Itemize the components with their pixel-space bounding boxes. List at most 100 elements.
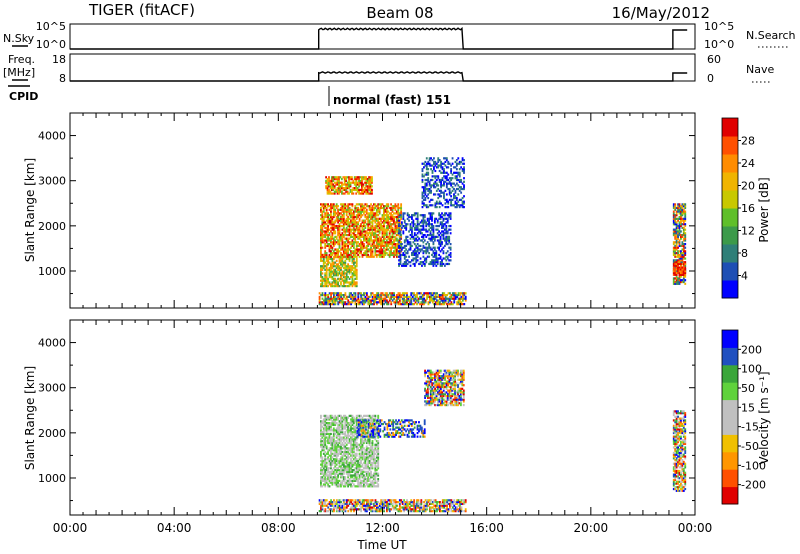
power-cell [341,261,344,264]
velocity-cell [335,449,338,452]
power-cell [329,187,332,190]
power-cell [327,239,329,242]
velocity-cell [388,508,391,511]
power-cell [395,252,398,255]
velocity-cell [342,438,345,441]
velocity-cell [383,502,385,506]
power-cell [345,239,348,242]
velocity-cell [457,508,460,511]
power-cell [426,297,428,300]
power-cell [334,301,337,304]
velocity-cell [361,501,364,504]
velocity-cell [451,501,454,504]
power-cell [398,215,400,219]
power-cell [444,295,447,299]
velocity-cell [321,436,324,439]
velocity-cell [373,502,375,506]
power-cell [458,205,461,209]
velocity-cell [335,459,338,463]
velocity-cell [414,506,417,509]
power-cell [344,263,347,266]
velocity-cell [368,508,371,511]
power-cell [431,253,433,257]
velocity-cell [341,461,344,464]
power-cell [328,183,330,186]
power-cell [355,223,358,226]
power-cell [344,230,347,233]
velocity-cell [364,504,367,507]
power-cell [387,215,390,219]
power-cell [439,301,441,304]
power-cell [416,215,419,219]
power-cell [353,183,356,186]
velocity-cell [351,456,354,459]
velocity-cell [334,447,337,450]
power-cell [406,301,408,304]
power-cell [322,224,325,228]
power-cell [424,299,427,302]
power-cell [378,210,381,213]
power-cell [448,214,451,217]
power-cell [394,226,397,229]
power-cell [343,187,346,190]
power-cell [340,253,342,257]
power-cell [423,292,426,295]
power-cell [383,206,385,210]
velocity-cell [341,438,344,441]
power-cell [352,219,355,222]
power-cell [337,266,340,270]
power-cell [335,292,338,295]
velocity-cell [417,510,420,513]
power-cell [453,204,455,207]
power-cell [330,215,332,219]
velocity-cell [328,429,331,432]
power-cell [431,262,433,266]
power-cell [405,255,408,258]
velocity-cell [330,436,332,439]
power-cell [393,228,395,231]
velocity-cell [347,454,350,457]
power-cell [436,246,439,249]
power-cell [333,295,335,299]
power-cell [338,190,340,193]
velocity-cell [334,483,337,486]
power-cell [341,228,344,231]
power-cell [346,181,349,184]
power-cell [366,188,369,192]
velocity-cell [439,508,441,511]
velocity-cell [321,458,324,461]
velocity-cell [413,499,416,502]
power-cell [384,294,387,297]
power-cell [344,228,347,231]
power-cell [377,233,380,237]
velocity-cell [361,499,364,502]
power-cell [448,239,451,242]
velocity-cell [338,458,341,461]
power-cell [425,162,428,165]
power-cell [337,281,340,284]
velocity-cell [413,502,416,506]
power-cell [425,164,428,167]
power-cell [681,233,684,237]
power-cell [427,193,430,196]
power-cell [372,214,375,217]
power-cell [318,295,321,299]
power-cell [454,200,457,203]
velocity-cell [338,501,341,504]
power-cell [385,235,388,238]
velocity-cell [342,440,345,443]
power-cell [334,205,337,208]
power-cell [378,223,381,226]
power-cell [365,239,368,242]
power-cell [331,205,334,208]
power-cell [674,223,677,226]
power-cell [421,186,424,189]
power-cell [363,299,365,302]
power-cell [439,232,442,235]
power-cell [454,205,457,209]
power-cell [341,248,344,251]
power-cell [363,303,365,306]
velocity-cell [321,461,324,464]
velocity-cell [360,502,363,506]
velocity-cell [374,499,377,502]
